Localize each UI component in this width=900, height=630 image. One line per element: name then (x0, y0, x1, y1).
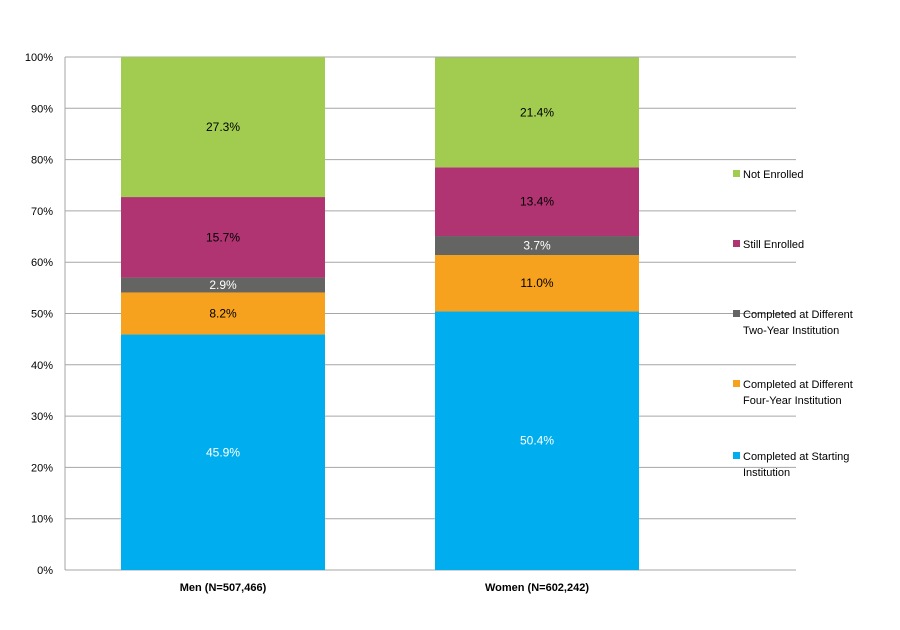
data-label: 2.9% (209, 278, 237, 292)
x-tick-label: Women (N=602,242) (485, 582, 589, 594)
y-tick-label: 90% (31, 103, 53, 115)
legend-label: Four-Year Institution (743, 395, 842, 407)
data-label: 45.9% (206, 445, 240, 459)
bar-segment (435, 57, 639, 168)
legend-label: Institution (743, 467, 790, 479)
y-tick-label: 80% (31, 155, 53, 167)
data-label: 11.0% (520, 276, 553, 290)
data-label: 50.4% (520, 434, 554, 448)
bar-segment (121, 57, 325, 198)
legend-label: Still Enrolled (743, 239, 804, 251)
legend-swatch (733, 310, 740, 317)
legend-label: Completed at Different (743, 379, 853, 391)
legend-swatch (733, 452, 740, 459)
legend-label: Completed at Starting (743, 451, 849, 463)
legend-label: Two-Year Institution (743, 325, 839, 337)
y-tick-label: 100% (25, 52, 53, 64)
bar-segment (435, 255, 639, 312)
legend-swatch (733, 380, 740, 387)
data-label: 27.3% (206, 120, 240, 134)
data-label: 8.2% (209, 307, 237, 321)
bar-segment (435, 236, 639, 256)
data-label: 13.4% (520, 195, 554, 209)
bar-segment (435, 167, 639, 237)
data-label: 3.7% (523, 239, 551, 253)
bar-segment (121, 277, 325, 293)
legend-swatch (733, 240, 740, 247)
bar-segment (435, 311, 639, 570)
bar-segment (121, 334, 325, 570)
y-tick-label: 60% (31, 257, 53, 269)
legend-swatch (733, 170, 740, 177)
y-tick-label: 50% (31, 309, 53, 321)
y-tick-label: 30% (31, 411, 53, 423)
bar-segment (121, 197, 325, 278)
legend-label: Completed at Different (743, 309, 853, 321)
y-tick-label: 70% (31, 206, 53, 218)
y-tick-label: 20% (31, 462, 53, 474)
y-tick-label: 0% (37, 565, 53, 577)
data-label: 21.4% (520, 105, 554, 119)
legend-label: Not Enrolled (743, 169, 804, 181)
y-tick-label: 10% (31, 514, 53, 526)
y-tick-label: 40% (31, 360, 53, 372)
data-label: 15.7% (206, 230, 240, 244)
x-tick-label: Men (N=507,466) (180, 582, 267, 594)
bar-segment (121, 292, 325, 335)
